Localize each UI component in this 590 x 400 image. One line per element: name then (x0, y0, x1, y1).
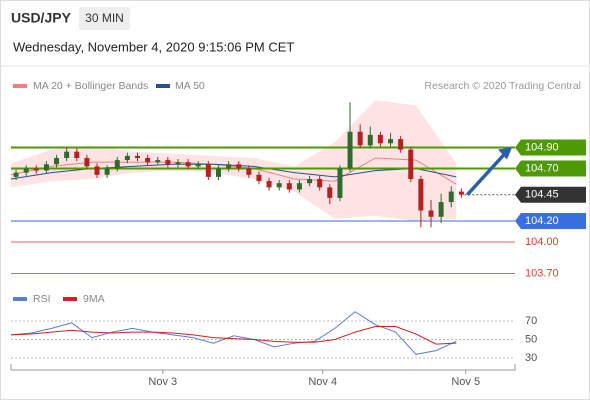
y-tick-label: 30 (525, 352, 537, 364)
candle-body (175, 162, 181, 165)
candle-body (205, 164, 211, 177)
x-tick-label: Nov 3 (148, 376, 177, 388)
candle-body (286, 183, 292, 190)
level-label: 104.20 (525, 215, 559, 227)
candle-body (418, 178, 424, 211)
candle-body (33, 168, 39, 171)
candle-body (256, 174, 262, 182)
candle-body (215, 168, 221, 177)
candle-body (74, 151, 80, 158)
candle-body (64, 151, 70, 158)
target-arrow (466, 151, 508, 196)
y-tick-label: 70 (525, 315, 537, 327)
source: Research © 2020 Trading Central (424, 80, 581, 92)
candle-body (124, 155, 130, 161)
y-tick-label: 50 (525, 333, 537, 345)
candle-body (236, 164, 242, 169)
legend-swatch (13, 84, 27, 88)
target-arrow-head (498, 147, 512, 160)
level-box (515, 212, 586, 229)
level-box (515, 160, 586, 177)
timeframe[interactable]: 30 MIN (85, 11, 124, 25)
candle-body (23, 168, 29, 173)
level-label: 104.90 (525, 141, 559, 153)
candle-body (317, 178, 323, 188)
rsi-line (10, 311, 457, 355)
candle-body (367, 134, 373, 146)
candle-body (296, 183, 302, 190)
candle-body (54, 157, 60, 165)
candle-body (377, 134, 383, 144)
candle-body (266, 181, 272, 188)
candle-body (347, 131, 353, 169)
legend-label: RSI (33, 293, 51, 305)
candle-body (398, 139, 404, 150)
candle-body (104, 168, 110, 175)
legend-label: MA 50 (175, 80, 205, 92)
bollinger-band (11, 100, 457, 221)
candle-body (246, 168, 252, 175)
level-label: 104.45 (525, 189, 559, 201)
timeframe-button[interactable] (79, 7, 130, 30)
candle-body (43, 164, 49, 171)
level-box (515, 139, 586, 156)
candle-body (145, 157, 151, 163)
rsi-line (10, 326, 457, 345)
datetime: Wednesday, November 4, 2020 9:15:06 PM C… (13, 39, 294, 54)
legend-swatch (156, 84, 170, 88)
level-box (515, 186, 586, 203)
legend-label: MA 20 + Bollinger Bands (33, 80, 148, 92)
candle-body (448, 191, 454, 203)
candle-body (357, 131, 363, 146)
candle-body (458, 191, 464, 195)
candle-body (337, 168, 343, 198)
x-tick-label: Nov 5 (451, 376, 480, 388)
candle-body (135, 155, 141, 158)
symbol: USD/JPY (11, 10, 72, 26)
candle-body (428, 210, 434, 217)
candle-body (408, 149, 414, 179)
legend-swatch (13, 297, 27, 301)
candle-body (307, 178, 313, 184)
candle-body (155, 160, 161, 163)
level-label: 104.70 (525, 162, 559, 174)
x-tick-label: Nov 4 (308, 376, 337, 388)
candle-body (226, 164, 232, 169)
legend-swatch (63, 297, 77, 301)
x-axis (10, 364, 516, 371)
candle-body (114, 160, 120, 169)
level-label: 104.00 (525, 236, 559, 248)
candle-body (94, 166, 100, 175)
candle-body (276, 183, 282, 188)
legend-label: 9MA (83, 293, 105, 305)
candle-body (195, 164, 201, 167)
candle-body (84, 157, 90, 167)
candle-body (438, 202, 444, 217)
candle-body (185, 162, 191, 167)
candle-body (388, 139, 394, 144)
candle-body (327, 187, 333, 198)
candle-body (13, 172, 19, 177)
level-label: 103.70 (525, 267, 559, 279)
candle-body (165, 160, 171, 165)
